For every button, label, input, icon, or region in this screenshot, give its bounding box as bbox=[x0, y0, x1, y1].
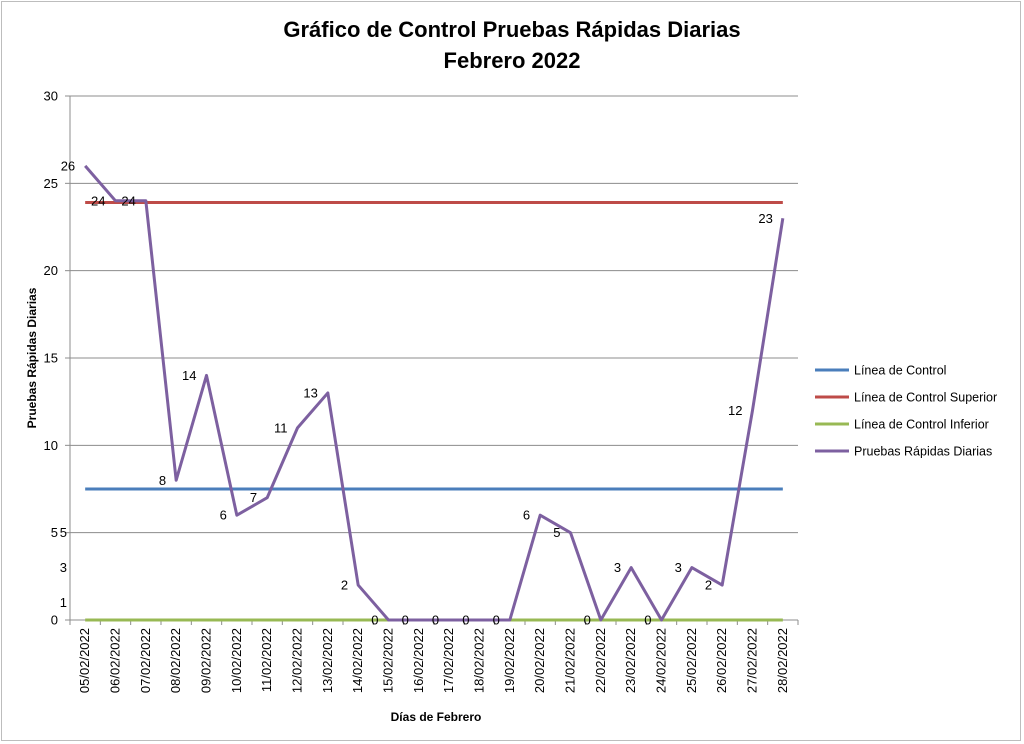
data-label: 3 bbox=[614, 560, 621, 575]
gridlines bbox=[70, 95, 798, 534]
x-tick-label: 25/02/2022 bbox=[684, 628, 699, 693]
legend-label: Línea de Control bbox=[854, 364, 946, 378]
data-label: 2 bbox=[705, 578, 712, 593]
data-label: 14 bbox=[182, 368, 196, 383]
extra-label: 1 bbox=[60, 595, 67, 610]
y-tick-label: 10 bbox=[44, 438, 58, 453]
x-tick-label: 23/02/2022 bbox=[623, 628, 638, 693]
x-tick-label: 19/02/2022 bbox=[502, 628, 517, 693]
y-tick-labels: 0 5 10 15 20 25 30 bbox=[44, 89, 58, 628]
data-label: 13 bbox=[303, 385, 317, 400]
x-tick-label: 22/02/2022 bbox=[593, 628, 608, 693]
x-tick-label: 10/02/2022 bbox=[229, 628, 244, 693]
x-tick-label: 15/02/2022 bbox=[381, 628, 396, 693]
axes bbox=[65, 95, 799, 625]
data-label: 0 bbox=[462, 613, 469, 628]
x-tick-label: 27/02/2022 bbox=[745, 628, 760, 693]
series-lines bbox=[84, 164, 785, 622]
data-label: 3 bbox=[675, 560, 682, 575]
y-axis-label: Pruebas Rápidas Diarias bbox=[25, 287, 39, 428]
y-tick-label: 25 bbox=[44, 176, 58, 191]
x-tick-label: 12/02/2022 bbox=[290, 628, 305, 693]
legend-label: Línea de Control Superior bbox=[854, 391, 997, 405]
data-label: 6 bbox=[523, 508, 530, 523]
data-label: 11 bbox=[274, 420, 288, 435]
x-tick-label: 21/02/2022 bbox=[563, 628, 578, 693]
x-tick-label: 13/02/2022 bbox=[320, 628, 335, 693]
data-label: 5 bbox=[553, 525, 560, 540]
data-label: 0 bbox=[432, 613, 439, 628]
y-tick-label: 15 bbox=[44, 351, 58, 366]
x-tick-label: 26/02/2022 bbox=[714, 628, 729, 693]
legend: Línea de Control Línea de Control Superio… bbox=[815, 364, 997, 459]
data-label: 2 bbox=[341, 578, 348, 593]
y-tick-label: 0 bbox=[51, 613, 58, 628]
x-tick-label: 06/02/2022 bbox=[108, 628, 123, 693]
x-tick-label: 09/02/2022 bbox=[199, 628, 214, 693]
data-label: 12 bbox=[728, 403, 742, 418]
x-tick-label: 18/02/2022 bbox=[472, 628, 487, 693]
x-tick-label: 28/02/2022 bbox=[775, 628, 790, 693]
x-tick-label: 08/02/2022 bbox=[168, 628, 183, 693]
x-tick-labels: 05/02/2022 06/02/2022 07/02/2022 08/02/2022… bbox=[77, 628, 790, 693]
data-label: 0 bbox=[493, 613, 500, 628]
x-tick-label: 11/02/2022 bbox=[259, 628, 274, 692]
y-tick-label: 20 bbox=[44, 263, 58, 278]
data-label: 24 bbox=[121, 193, 135, 208]
data-label: 23 bbox=[758, 211, 772, 226]
series-line-pruebas-rapidas-diarias bbox=[84, 164, 785, 622]
chart-title-line2: Febrero 2022 bbox=[443, 48, 581, 73]
x-tick-label: 07/02/2022 bbox=[138, 628, 153, 693]
extra-label: 3 bbox=[60, 560, 67, 575]
data-label: 0 bbox=[371, 613, 378, 628]
data-label: 26 bbox=[61, 158, 75, 173]
extra-label: 5 bbox=[60, 525, 67, 540]
data-label: 0 bbox=[402, 613, 409, 628]
chart-title-line1: Gráfico de Control Pruebas Rápidas Diari… bbox=[283, 17, 741, 42]
x-tick-label: 17/02/2022 bbox=[441, 628, 456, 693]
data-label: 0 bbox=[584, 613, 591, 628]
chart-title: Gráfico de Control Pruebas Rápidas Diari… bbox=[0, 14, 1024, 76]
data-label: 24 bbox=[91, 193, 105, 208]
data-label: 6 bbox=[220, 508, 227, 523]
x-tick-label: 20/02/2022 bbox=[532, 628, 547, 693]
legend-label: Pruebas Rápidas Diarias bbox=[854, 445, 992, 459]
x-tick-label: 24/02/2022 bbox=[654, 628, 669, 693]
x-axis-label: Días de Febrero bbox=[391, 710, 482, 724]
x-tick-label: 16/02/2022 bbox=[411, 628, 426, 693]
x-tick-label: 05/02/2022 bbox=[77, 628, 92, 693]
data-label: 7 bbox=[250, 490, 257, 505]
legend-label: Línea de Control Inferior bbox=[854, 418, 989, 432]
y-tick-label: 30 bbox=[44, 89, 58, 104]
x-tick-label: 14/02/2022 bbox=[350, 628, 365, 693]
extra-labels: 5 3 1 bbox=[60, 525, 67, 610]
data-label: 8 bbox=[159, 473, 166, 488]
data-label: 0 bbox=[644, 613, 651, 628]
y-tick-label: 5 bbox=[51, 525, 58, 540]
